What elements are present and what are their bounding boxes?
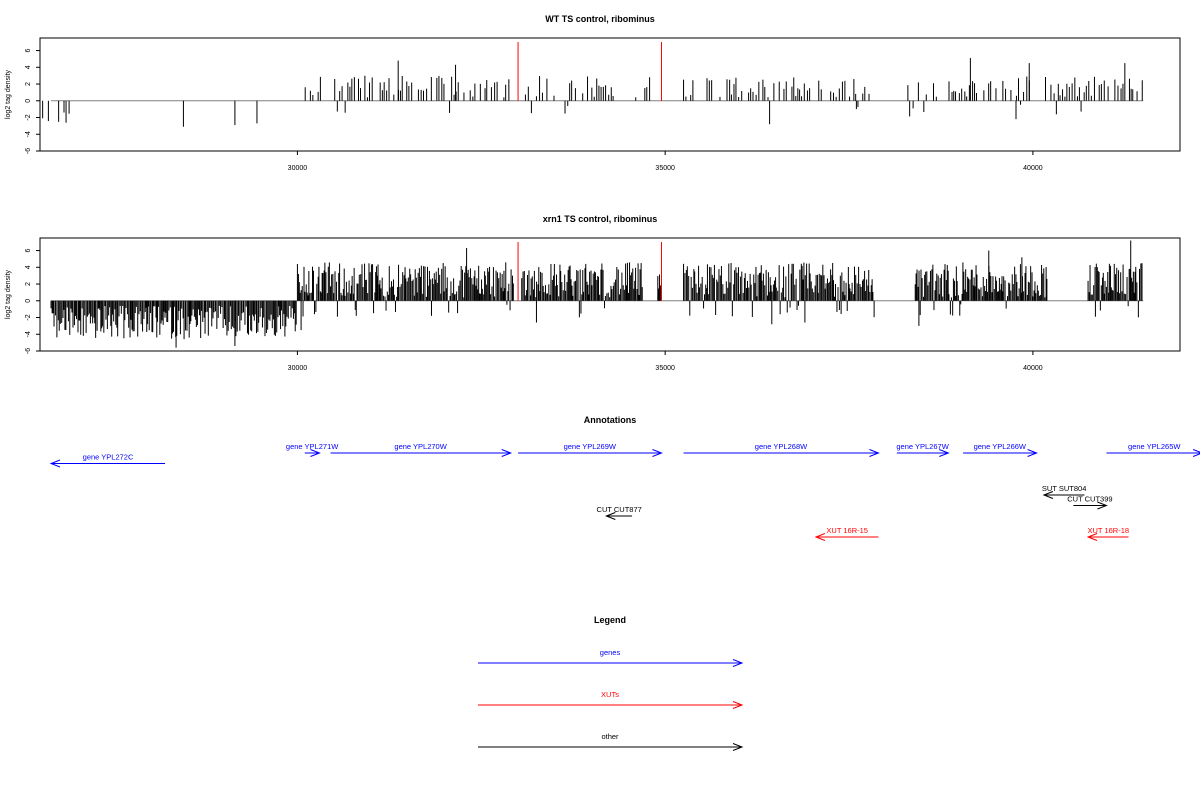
feature-gene-ypl266w: gene YPL266W	[963, 442, 1038, 457]
feature-gene-ypl270w: gene YPL270W	[330, 442, 513, 457]
y-tick-label: -4	[25, 331, 32, 337]
annotations-panel: Annotations gene YPL272C gene YPL271W gene …	[49, 415, 1200, 541]
plot-frame	[39, 237, 1181, 352]
y-tick-label: 6	[25, 249, 32, 253]
plot-frame	[39, 37, 1181, 152]
feature-arrowhead	[501, 449, 513, 457]
feature-label: gene YPL271W	[286, 442, 339, 451]
feature-gene-ypl269w: gene YPL269W	[518, 442, 663, 457]
feature-arrowhead	[1192, 449, 1200, 457]
feature-label: gene YPL267W	[896, 442, 949, 451]
track-title: xrn1 TS control, ribominus	[543, 214, 658, 224]
y-tick-label: -6	[25, 148, 32, 154]
feature-arrowhead	[310, 449, 321, 457]
density-bars	[39, 58, 1143, 127]
feature-arrowhead	[1086, 533, 1098, 541]
feature-label: CUT CUT399	[1067, 495, 1112, 504]
legend-label: other	[601, 732, 619, 741]
feature-label: gene YPL268W	[755, 442, 808, 451]
feature-arrowhead	[869, 449, 880, 457]
legend-arrowhead	[732, 743, 744, 751]
x-tick-label: 40000	[1023, 365, 1043, 372]
feature-label: gene YPL270W	[394, 442, 447, 451]
feature-arrowhead	[1097, 501, 1108, 510]
legend-label: genes	[600, 648, 621, 657]
legend-item-other: other	[478, 732, 744, 751]
feature-arrowhead	[939, 449, 950, 457]
x-tick-label: 30000	[288, 165, 308, 172]
legend-item-genes: genes	[478, 648, 744, 667]
x-tick-label: 30000	[288, 365, 308, 372]
legend-panel: Legend genes XUTs other	[478, 615, 744, 751]
feature-gene-ypl267w: gene YPL267W	[896, 442, 950, 457]
feature-label: SUT SUT804	[1042, 484, 1086, 493]
x-tick-label: 40000	[1023, 165, 1043, 172]
y-tick-label: -2	[25, 114, 32, 120]
legend-arrowhead	[732, 659, 744, 667]
feature-arrowhead	[604, 512, 616, 520]
y-axis-label: log2 tag density	[5, 69, 12, 119]
feature-label: CUT CUT877	[597, 505, 642, 514]
wt-track-panel: WT TS control, ribominus log2 tag density…	[5, 14, 1181, 172]
track-title: WT TS control, ribominus	[545, 14, 655, 24]
legend-label: XUTs	[601, 690, 619, 699]
feature-arrowhead	[1027, 449, 1038, 457]
y-axis-label: log2 tag density	[5, 269, 12, 319]
y-tick-label: 4	[25, 65, 32, 69]
feature-label: XUT 16R-15	[826, 526, 868, 535]
feature-sut-sut804: SUT SUT804	[1042, 484, 1086, 499]
feature-arrowhead	[1042, 491, 1054, 499]
feature-arrowhead	[49, 459, 61, 468]
y-tick-label: 2	[25, 282, 32, 286]
feature-gene-ypl268w: gene YPL268W	[683, 442, 880, 457]
y-tick-label: 0	[25, 299, 32, 303]
feature-label: XUT 16R-18	[1088, 526, 1130, 535]
y-tick-label: -6	[25, 348, 32, 354]
y-tick-label: 6	[25, 49, 32, 53]
feature-gene-ypl265w: gene YPL265W	[1106, 442, 1200, 457]
feature-gene-ypl272c: gene YPL272C	[49, 453, 166, 468]
feature-label: gene YPL272C	[83, 453, 134, 462]
y-tick-label: 0	[25, 99, 32, 103]
feature-cut-cut877: CUT CUT877	[597, 505, 642, 520]
annotations-title: Annotations	[584, 415, 637, 425]
xrn1-track-panel: xrn1 TS control, ribominus log2 tag densi…	[5, 214, 1181, 372]
x-tick-label: 35000	[655, 165, 675, 172]
feature-gene-ypl271w: gene YPL271W	[286, 442, 339, 457]
y-tick-label: 4	[25, 265, 32, 269]
feature-xut-16r-18: XUT 16R-18	[1086, 526, 1130, 541]
density-bars	[50, 240, 1143, 348]
feature-arrowhead	[652, 449, 663, 457]
legend-arrowhead	[732, 701, 744, 709]
feature-label: gene YPL269W	[564, 442, 617, 451]
feature-label: gene YPL265W	[1128, 442, 1181, 451]
y-tick-label: -4	[25, 131, 32, 137]
feature-cut-cut399: CUT CUT399	[1067, 495, 1113, 510]
legend-item-xuts: XUTs	[478, 690, 744, 709]
feature-xut-16r-15: XUT 16R-15	[814, 526, 879, 541]
x-tick-label: 35000	[655, 365, 675, 372]
y-tick-label: -2	[25, 314, 32, 320]
feature-label: gene YPL266W	[974, 442, 1027, 451]
feature-arrowhead	[814, 533, 826, 541]
legend-title: Legend	[594, 615, 626, 625]
y-tick-label: 2	[25, 82, 32, 86]
